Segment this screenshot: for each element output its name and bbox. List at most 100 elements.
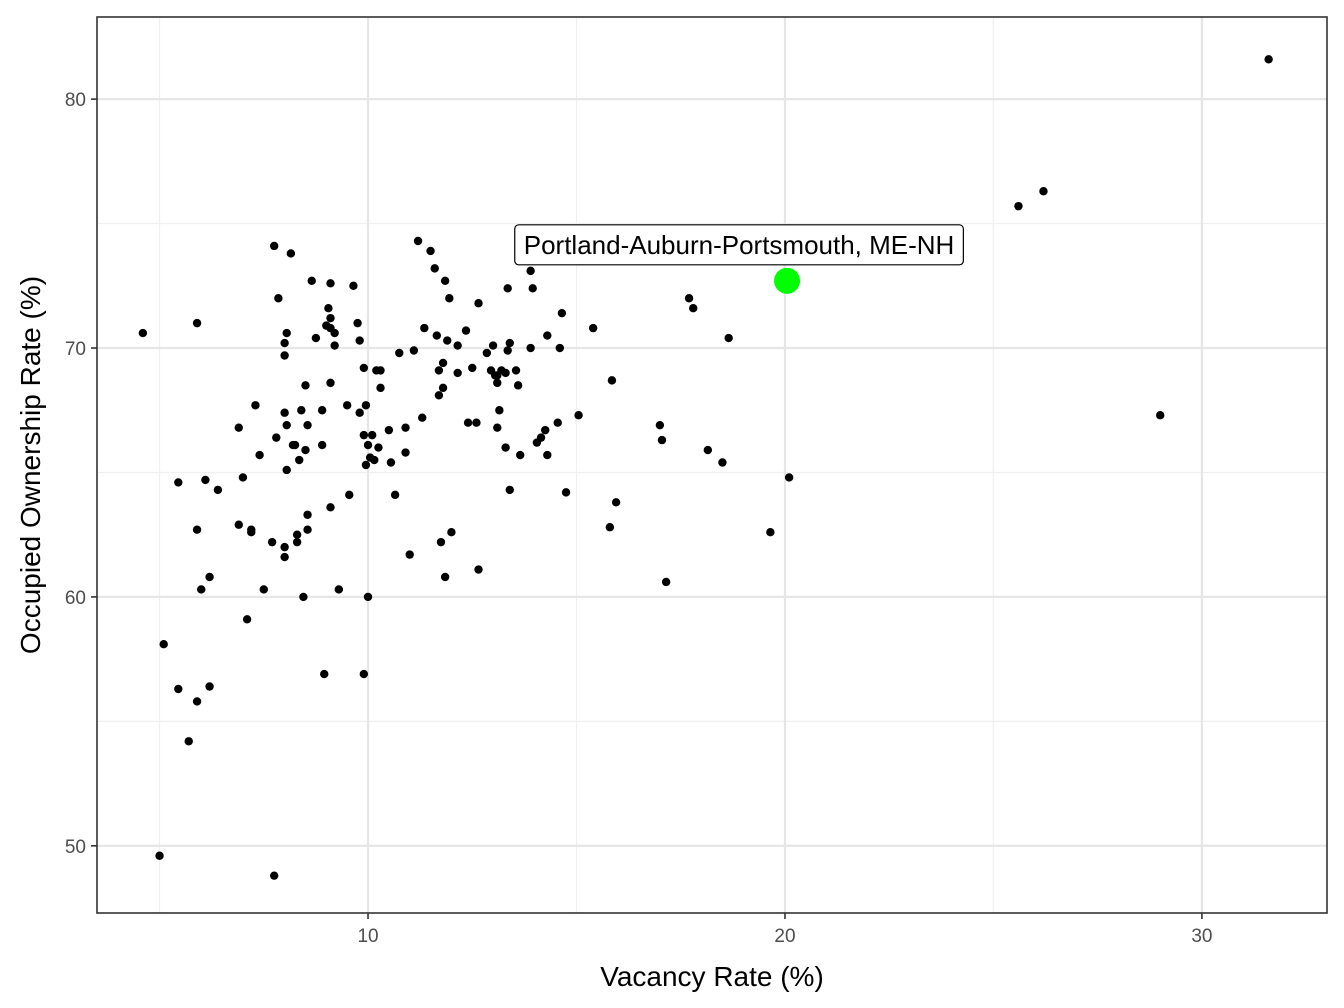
data-point — [434, 366, 444, 375]
y-tick-label: 50 — [65, 837, 86, 858]
data-point — [553, 418, 562, 427]
data-point — [234, 423, 243, 432]
x-tick-label: 20 — [774, 926, 795, 947]
data-point — [432, 331, 442, 340]
data-point — [474, 299, 483, 308]
data-point — [255, 450, 264, 460]
data-point — [286, 249, 296, 258]
data-point — [192, 697, 202, 706]
data-point — [607, 376, 617, 385]
data-point — [468, 363, 477, 373]
data-point — [463, 418, 473, 427]
data-point — [159, 640, 168, 649]
data-point — [326, 313, 335, 323]
data-point — [361, 401, 371, 410]
data-point — [320, 669, 329, 679]
data-point — [213, 485, 223, 495]
data-point — [526, 266, 535, 276]
data-point — [543, 331, 552, 340]
data-point — [272, 433, 281, 442]
data-point — [661, 577, 671, 587]
data-point — [303, 510, 312, 519]
data-point — [413, 236, 423, 246]
x-axis-title: Vacancy Rate (%) — [600, 961, 824, 992]
data-point — [361, 460, 371, 470]
data-point — [784, 473, 794, 482]
data-point — [528, 284, 537, 293]
data-point — [409, 346, 419, 355]
data-point — [541, 425, 550, 435]
data-point — [238, 473, 248, 482]
data-point — [280, 552, 289, 562]
data-point — [511, 366, 521, 375]
data-point — [684, 294, 694, 303]
data-point — [359, 669, 369, 679]
data-point — [270, 871, 279, 880]
data-point — [370, 455, 379, 465]
data-point — [453, 341, 462, 350]
data-point — [543, 450, 552, 460]
data-point — [234, 520, 243, 529]
data-point — [505, 485, 514, 495]
data-point — [326, 279, 335, 288]
data-point — [438, 358, 448, 368]
annotation-box — [514, 224, 964, 266]
data-point — [242, 615, 252, 624]
data-point — [205, 572, 214, 582]
data-point — [174, 478, 183, 487]
data-point — [447, 528, 456, 537]
data-point — [386, 458, 396, 467]
y-tick-label: 70 — [65, 339, 86, 360]
data-point — [513, 381, 523, 390]
data-point — [474, 565, 483, 574]
data-point — [501, 368, 510, 378]
data-point — [503, 346, 512, 355]
data-point — [267, 537, 277, 547]
data-point — [353, 318, 362, 328]
highlight-point — [774, 267, 801, 294]
data-point — [445, 294, 454, 303]
data-point — [557, 308, 567, 318]
data-point — [426, 246, 435, 256]
data-point — [766, 528, 775, 537]
data-point — [349, 281, 358, 290]
data-point — [420, 323, 429, 333]
data-point — [495, 406, 504, 415]
data-point — [247, 525, 256, 534]
data-point — [1014, 201, 1023, 211]
data-point — [493, 423, 502, 432]
data-point — [299, 592, 308, 602]
data-point — [280, 542, 289, 552]
data-point — [605, 523, 615, 532]
data-point — [482, 348, 492, 358]
data-point — [1039, 187, 1048, 196]
data-point — [436, 537, 446, 547]
data-point — [401, 423, 410, 432]
data-point — [555, 343, 565, 353]
data-point — [453, 368, 462, 378]
data-point — [588, 323, 598, 333]
data-point — [376, 383, 385, 393]
data-point — [282, 420, 291, 430]
data-point — [526, 343, 535, 353]
data-point — [472, 418, 481, 427]
data-point — [718, 458, 727, 467]
data-point — [724, 333, 733, 343]
data-point — [326, 378, 335, 388]
data-point — [324, 304, 333, 313]
data-point — [307, 276, 316, 286]
data-point — [611, 498, 621, 507]
annotation-label: Portland-Auburn-Portsmouth, ME-NH — [524, 230, 955, 260]
data-point — [561, 488, 571, 497]
data-point — [197, 585, 206, 594]
data-point — [311, 333, 321, 343]
data-point — [155, 851, 164, 860]
data-point — [384, 425, 394, 435]
data-point — [292, 537, 302, 547]
data-point — [297, 406, 306, 415]
data-point — [345, 490, 354, 500]
data-point — [503, 284, 512, 293]
data-point — [359, 430, 369, 440]
data-points — [138, 55, 1273, 880]
data-point — [317, 406, 327, 415]
